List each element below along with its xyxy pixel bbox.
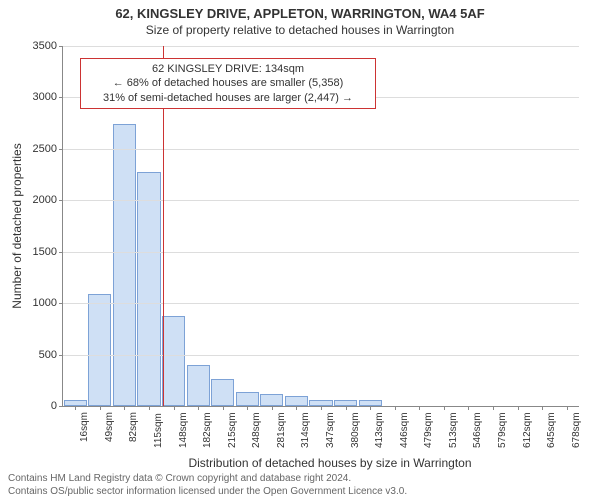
footer-line-1: Contains HM Land Registry data © Crown c… [8,473,407,486]
x-tick-label: 49sqm [104,412,115,442]
x-tick-mark [370,406,371,410]
annotation-line-1: 62 KINGSLEY DRIVE: 134sqm [89,62,367,76]
x-tick-mark [518,406,519,410]
histogram-bar [137,172,160,407]
y-tick-label: 0 [51,400,63,412]
x-tick-label: 579sqm [497,412,508,448]
x-tick-mark [198,406,199,410]
x-tick-label: 546sqm [472,412,483,448]
x-tick-mark [542,406,543,410]
x-tick-label: 215sqm [227,412,238,448]
x-tick-mark [321,406,322,410]
gridline [63,200,579,201]
x-tick-label: 115sqm [153,413,164,448]
gridline [63,355,579,356]
x-tick-label: 182sqm [202,412,213,448]
gridline [63,149,579,150]
gridline [63,303,579,304]
x-tick-mark [493,406,494,410]
histogram-bar [88,294,111,406]
x-tick-mark [100,406,101,410]
x-tick-label: 380sqm [350,412,361,448]
x-tick-label: 479sqm [423,412,434,448]
x-tick-label: 678sqm [571,412,582,448]
histogram-bar [187,365,210,406]
x-tick-label: 148sqm [178,412,189,448]
histogram-bar [211,379,234,406]
x-tick-label: 513sqm [448,412,459,448]
x-tick-mark [223,406,224,410]
x-tick-mark [174,406,175,410]
annotation-callout: 62 KINGSLEY DRIVE: 134sqm ← 68% of detac… [80,58,376,109]
y-tick-label: 1500 [33,246,63,258]
y-tick-label: 3000 [33,91,63,103]
x-tick-mark [567,406,568,410]
y-tick-label: 1000 [33,297,63,309]
chart-subtitle: Size of property relative to detached ho… [0,21,600,37]
x-tick-label: 413sqm [374,412,385,448]
histogram-bar [236,392,259,406]
annotation-line-3: 31% of semi-detached houses are larger (… [89,91,367,105]
chart-container: 62, KINGSLEY DRIVE, APPLETON, WARRINGTON… [0,0,600,500]
x-tick-label: 82sqm [128,412,139,442]
histogram-bar [285,396,308,406]
x-tick-mark [149,406,150,410]
gridline [63,252,579,253]
x-tick-label: 612sqm [522,412,533,448]
x-tick-mark [444,406,445,410]
y-tick-label: 2500 [33,143,63,155]
x-tick-label: 16sqm [79,412,90,442]
chart-title-address: 62, KINGSLEY DRIVE, APPLETON, WARRINGTON… [0,0,600,21]
x-tick-label: 347sqm [325,412,336,448]
x-tick-mark [346,406,347,410]
x-tick-mark [419,406,420,410]
x-tick-mark [395,406,396,410]
y-tick-label: 2000 [33,194,63,206]
x-tick-label: 645sqm [546,412,557,448]
histogram-bar [162,316,185,407]
x-tick-label: 248sqm [251,412,262,448]
footer-attribution: Contains HM Land Registry data © Crown c… [8,473,407,498]
annotation-line-2: ← 68% of detached houses are smaller (5,… [89,76,367,90]
y-tick-label: 500 [39,349,63,361]
x-tick-mark [247,406,248,410]
gridline [63,46,579,47]
x-tick-label: 281sqm [276,412,287,448]
histogram-bar [113,124,136,406]
x-tick-label: 446sqm [399,412,410,448]
x-tick-label: 314sqm [300,412,311,448]
histogram-bar [260,394,283,406]
x-tick-mark [124,406,125,410]
x-axis-label: Distribution of detached houses by size … [30,456,600,470]
x-tick-mark [296,406,297,410]
footer-line-2: Contains OS/public sector information li… [8,486,407,499]
x-tick-mark [75,406,76,410]
x-tick-mark [468,406,469,410]
y-axis-label: Number of detached properties [10,143,24,308]
y-tick-label: 3500 [33,40,63,52]
x-tick-mark [272,406,273,410]
